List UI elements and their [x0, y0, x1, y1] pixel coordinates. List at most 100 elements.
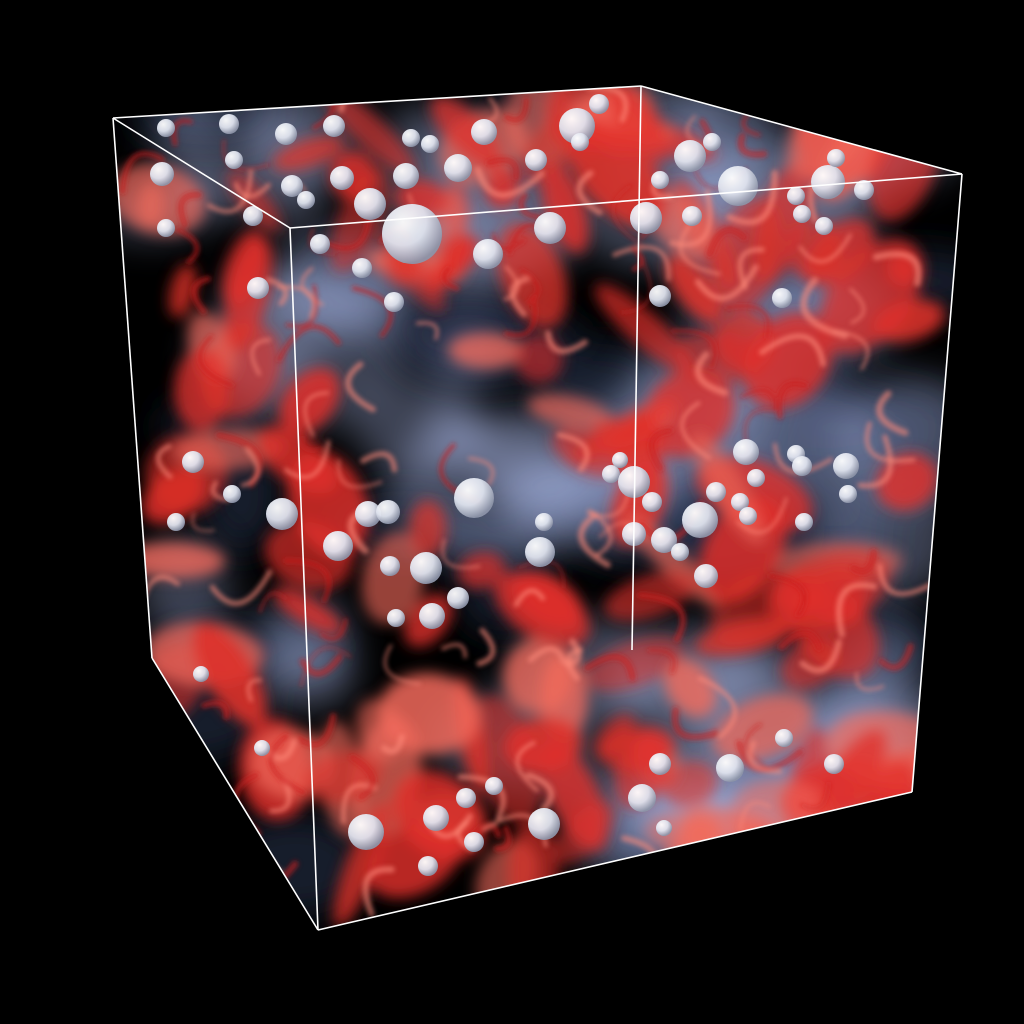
particle-sphere — [535, 513, 553, 531]
vortex-filament — [799, 638, 843, 674]
vortex-filament — [800, 276, 849, 340]
vortex-blob — [273, 588, 343, 635]
vortex-filament — [857, 434, 894, 489]
cube-edge — [151, 657, 319, 931]
particle-sphere — [387, 609, 405, 627]
particle-sphere — [651, 527, 677, 553]
vortex-filament — [415, 321, 439, 341]
particle-sphere — [456, 788, 476, 808]
particle-sphere — [827, 149, 845, 167]
vortex-blob — [168, 263, 197, 318]
vortex-blob — [121, 542, 226, 579]
vortex-blob — [527, 394, 612, 430]
particle-sphere — [795, 513, 813, 531]
vortex-filament — [527, 646, 567, 665]
vortex-blob — [553, 801, 615, 864]
vortex-filament — [878, 643, 914, 671]
vortex-blob — [355, 698, 403, 762]
particle-sphere — [182, 451, 204, 473]
particle-sphere — [485, 777, 503, 795]
particle-sphere — [454, 478, 494, 518]
particle-sphere — [423, 805, 449, 831]
particle-sphere — [243, 206, 263, 226]
vortex-filament — [798, 233, 852, 264]
vortex-filament — [850, 548, 878, 575]
cube-edge — [289, 173, 963, 229]
vortex-filament — [201, 700, 230, 721]
particle-sphere — [330, 166, 354, 190]
vortex-filament — [876, 390, 909, 436]
particle-sphere — [376, 500, 400, 524]
vortex-filament — [300, 646, 352, 688]
particle-sphere — [444, 154, 472, 182]
particle-sphere — [354, 188, 386, 220]
particle-sphere — [630, 202, 662, 234]
particle-sphere — [706, 482, 726, 502]
vortex-filament — [276, 285, 316, 319]
vortex-blob — [409, 499, 447, 558]
particle-sphere — [793, 205, 811, 223]
vortex-blob — [494, 571, 590, 648]
vortex-filament — [345, 361, 376, 413]
particle-sphere — [716, 754, 744, 782]
vortex-filament — [206, 168, 254, 214]
particle-sphere — [682, 502, 718, 538]
vortex-filament — [191, 512, 215, 532]
vortex-filament — [584, 653, 636, 682]
vortex-filament — [637, 592, 687, 643]
vortex-blob — [665, 254, 724, 324]
particle-sphere — [348, 814, 384, 850]
vortex-filament — [175, 227, 200, 265]
vortex-blob — [872, 299, 945, 343]
vortex-filament — [360, 451, 398, 473]
vortex-filament — [240, 447, 260, 488]
particle-sphere — [219, 114, 239, 134]
particle-sphere — [297, 191, 315, 209]
vortex-filament — [877, 563, 938, 597]
vortex-filament — [525, 771, 555, 812]
particle-sphere — [380, 556, 400, 576]
vortex-filament — [301, 435, 324, 452]
particle-sphere — [854, 180, 874, 200]
particle-sphere — [534, 212, 566, 244]
vortex-filament — [544, 330, 589, 355]
particle-sphere — [464, 832, 484, 852]
vortex-filament — [864, 421, 916, 463]
particle-sphere — [682, 206, 702, 226]
vortex-blob — [504, 717, 583, 773]
particle-sphere — [775, 729, 793, 747]
particle-sphere — [167, 513, 185, 531]
particle-sphere — [323, 115, 345, 137]
vortex-filament — [697, 676, 738, 739]
vortex-blob — [502, 639, 573, 715]
vortex-blob — [515, 334, 564, 384]
particle-sphere — [628, 784, 656, 812]
vortex-filament — [578, 512, 611, 569]
vortex-filament — [556, 432, 590, 473]
vortex-filament — [872, 250, 922, 287]
vortex-filament — [362, 866, 395, 917]
particle-sphere — [528, 808, 560, 840]
vortex-filament — [576, 170, 603, 216]
vortex-filament — [778, 629, 823, 651]
particle-sphere — [731, 493, 749, 511]
particle-sphere — [352, 258, 372, 278]
vortex-filament — [648, 427, 674, 472]
vortex-blob — [192, 621, 267, 727]
vortex-blob — [594, 283, 695, 375]
cube-edge — [289, 227, 319, 931]
particle-sphere — [733, 439, 759, 465]
vortex-filament — [177, 191, 202, 228]
vortex-filament — [736, 497, 788, 534]
particle-sphere — [254, 740, 270, 756]
cube-edge — [911, 173, 963, 793]
particle-sphere — [649, 285, 671, 307]
vortex-filament — [849, 287, 866, 325]
particle-sphere — [718, 166, 758, 206]
vortex-filament — [283, 558, 332, 604]
vortex-blob — [699, 494, 787, 603]
particle-sphere — [559, 108, 595, 144]
vortex-filament — [441, 538, 481, 569]
vortex-filament — [726, 169, 778, 226]
